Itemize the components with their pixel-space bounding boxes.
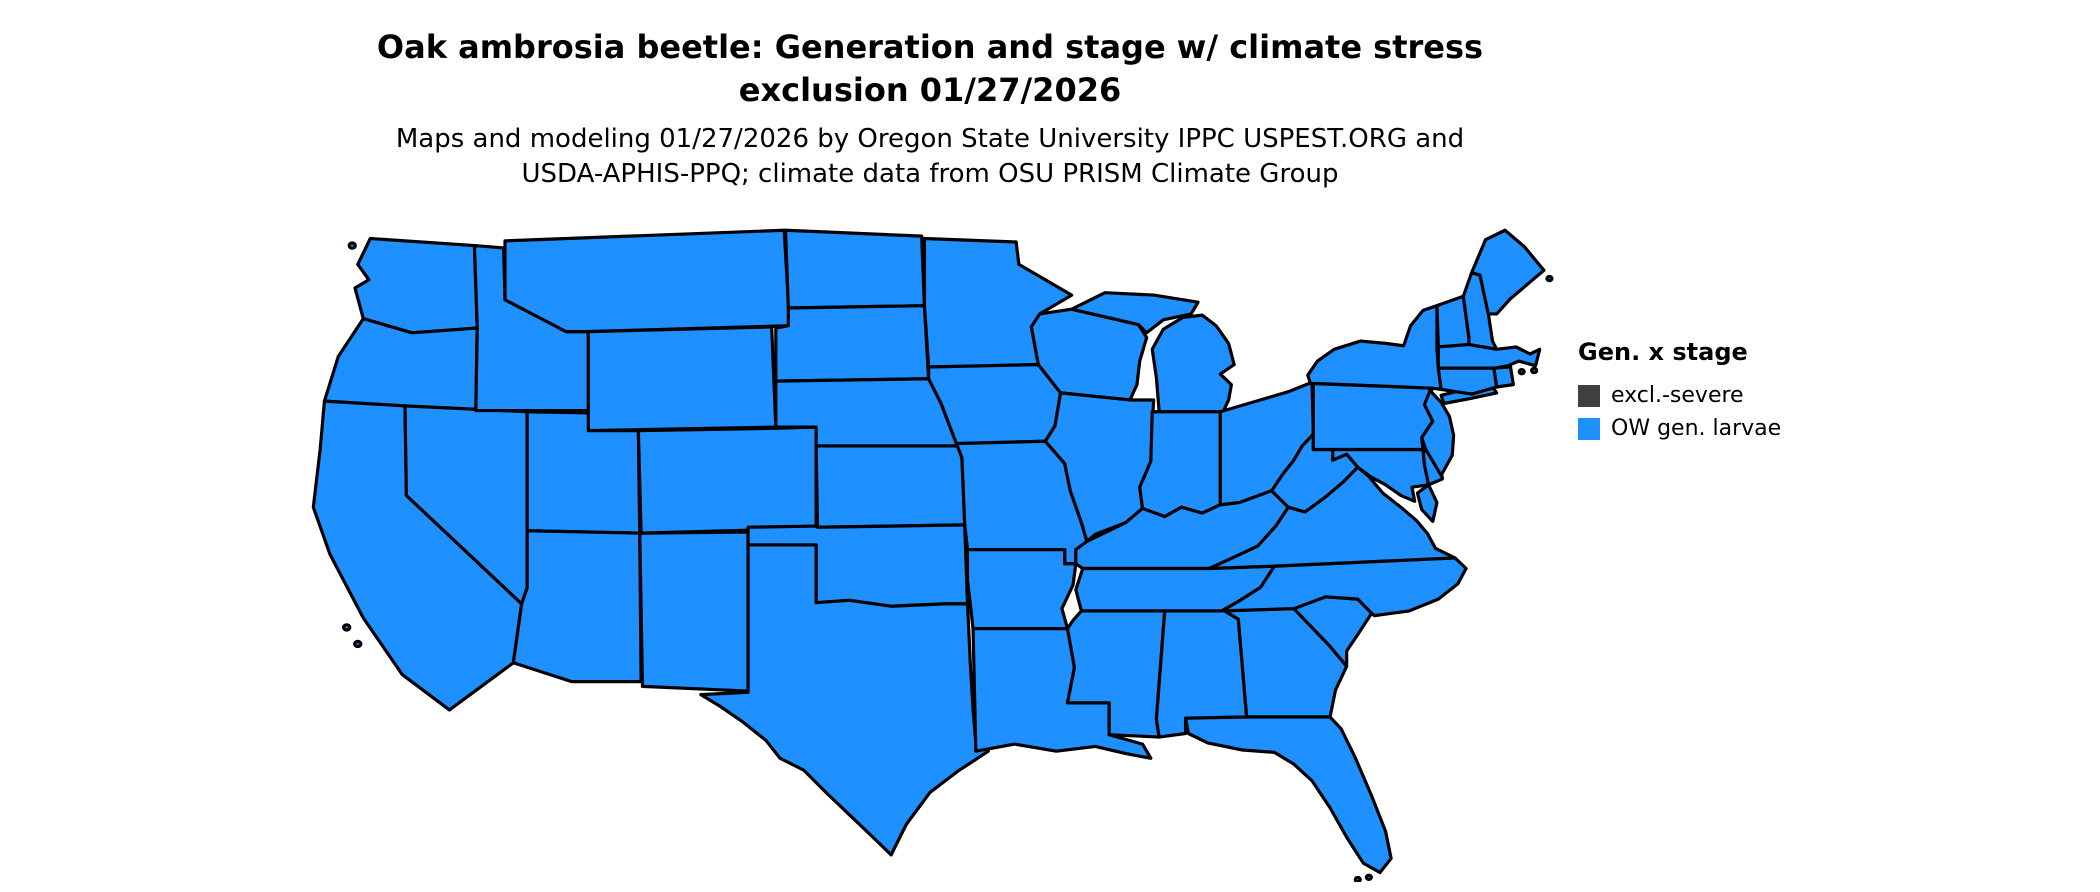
state-texas xyxy=(701,545,988,855)
state-wyoming xyxy=(588,327,776,431)
state-montana xyxy=(505,230,790,331)
state-indiana xyxy=(1140,412,1221,517)
subtitle-line-1: Maps and modeling 01/27/2026 by Oregon S… xyxy=(395,124,1465,154)
title-line-2: exclusion 01/27/2026 xyxy=(738,71,1122,109)
state-utah xyxy=(527,412,640,533)
state-arizona xyxy=(513,531,641,682)
page-title: Oak ambrosia beetle: Generation and stag… xyxy=(0,26,1860,112)
state-michigan-upper-peninsula xyxy=(1072,293,1198,333)
legend-label-ow-gen-larvae: OW gen. larvae xyxy=(1611,416,1782,441)
page-subtitle: Maps and modeling 01/27/2026 by Oregon S… xyxy=(0,122,1860,192)
us-map-svg xyxy=(305,222,1555,882)
state-colorado xyxy=(638,427,816,533)
island-dot-maine-coast xyxy=(1547,276,1552,280)
state-florida xyxy=(1186,717,1392,873)
state-new-jersey xyxy=(1422,391,1454,476)
states-fill-group xyxy=(313,230,1552,882)
state-kansas xyxy=(816,446,965,527)
state-maine xyxy=(1472,230,1544,314)
state-north-dakota xyxy=(786,230,925,308)
state-michigan-lower-peninsula xyxy=(1152,315,1234,412)
legend-label-excl-severe: excl.-severe xyxy=(1611,383,1744,408)
island-dot-channel-2 xyxy=(355,641,361,646)
legend-item-excl-severe: excl.-severe xyxy=(1578,382,1781,409)
island-dot-keys-2 xyxy=(1366,875,1371,879)
state-massachusetts xyxy=(1438,345,1539,369)
legend-swatch-ow-gen-larvae xyxy=(1578,417,1600,440)
states-stroke-group xyxy=(313,230,1552,882)
virginia-eastern-shore xyxy=(1418,485,1437,522)
island-dot-san-juan xyxy=(349,243,355,248)
state-new-mexico xyxy=(640,532,748,691)
state-north-carolina xyxy=(1222,558,1466,616)
legend-swatch-excl-severe xyxy=(1578,384,1600,407)
us-map xyxy=(305,222,1555,882)
subtitle-line-2: USDA-APHIS-PPQ; climate data from OSU PR… xyxy=(521,159,1339,189)
state-pennsylvania xyxy=(1313,383,1432,449)
title-line-1: Oak ambrosia beetle: Generation and stag… xyxy=(376,28,1484,66)
island-dot-marthas-vineyard xyxy=(1532,368,1537,372)
legend-title: Gen. x stage xyxy=(1578,338,1748,366)
state-new-york xyxy=(1308,306,1441,390)
island-dot-nantucket xyxy=(1519,370,1524,374)
island-dot-keys-1 xyxy=(1355,878,1360,882)
state-arkansas xyxy=(968,550,1076,629)
legend: Gen. x stage excl.-severe OW gen. larvae xyxy=(1578,338,1781,448)
state-connecticut xyxy=(1438,368,1496,394)
legend-item-ow-gen-larvae: OW gen. larvae xyxy=(1578,415,1781,442)
island-dot-channel-1 xyxy=(344,625,350,630)
state-rhode-island xyxy=(1494,367,1513,387)
state-washington xyxy=(355,239,477,333)
state-oregon xyxy=(324,319,477,411)
state-south-dakota xyxy=(776,306,929,381)
